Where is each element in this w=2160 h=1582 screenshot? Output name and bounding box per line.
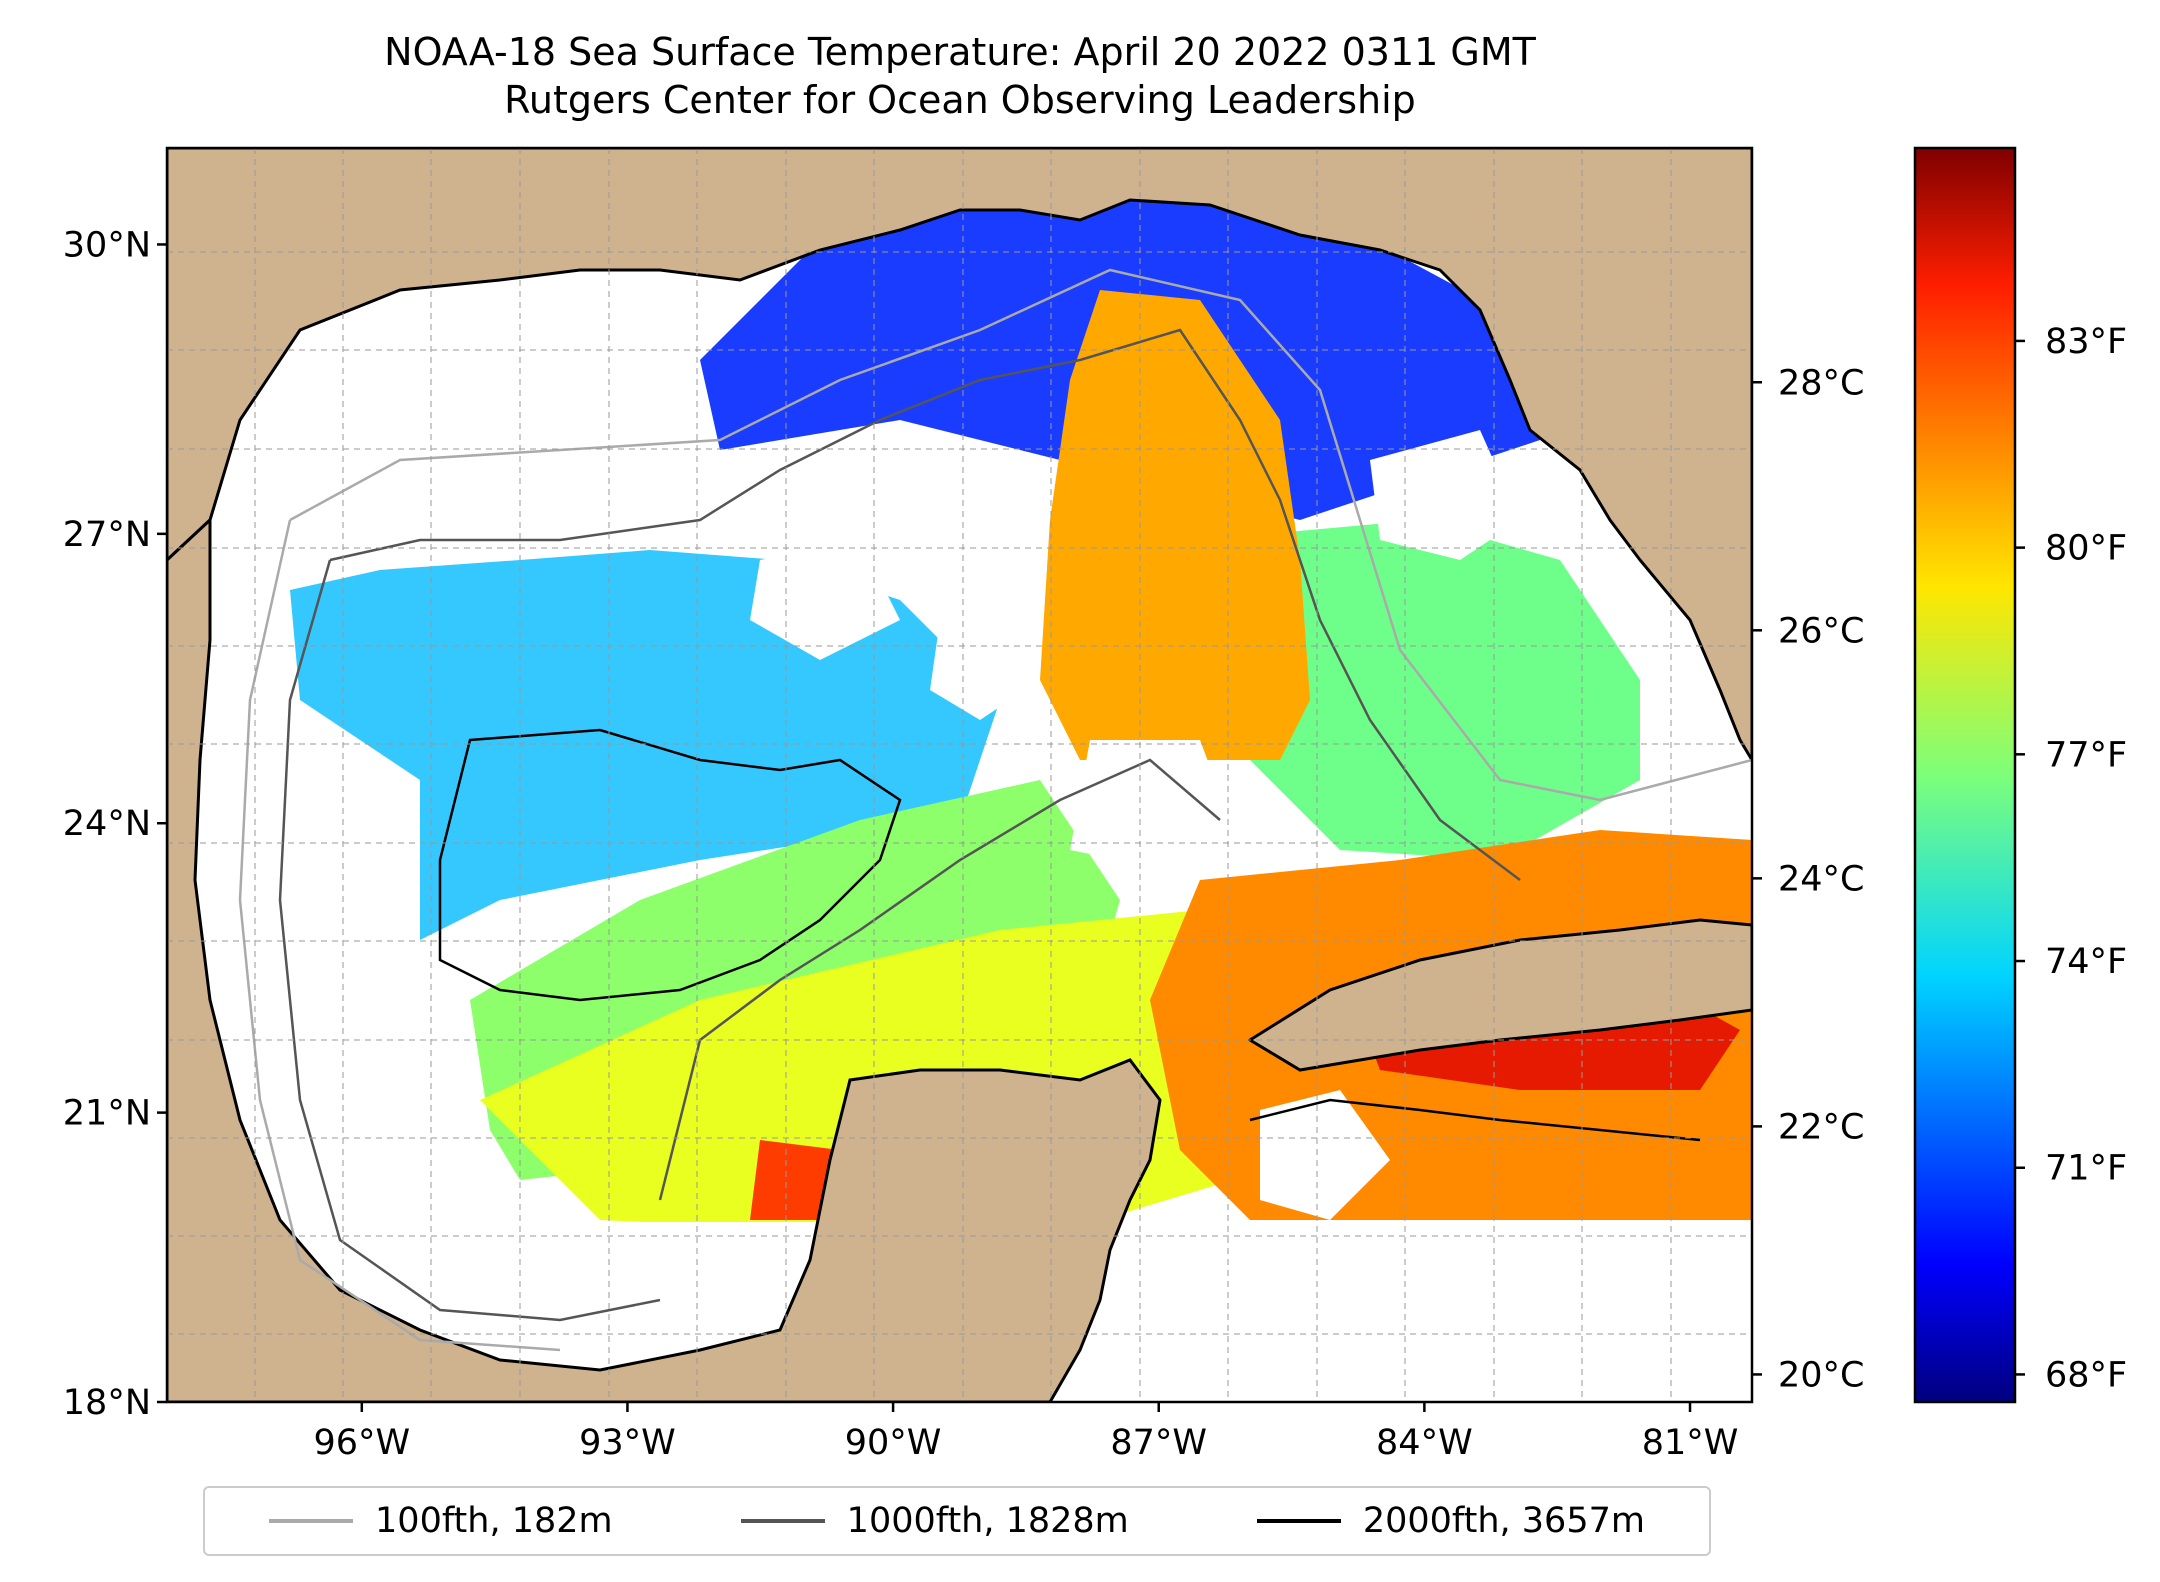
sst-east-green <box>1200 520 1640 860</box>
contour-2000fth <box>1249 1098 1701 1142</box>
map-frame <box>165 146 1754 1404</box>
legend-item-2000fth: 2000fth, 3657m <box>1256 1501 1645 1541</box>
lat-tick-label: 24°N <box>63 804 151 844</box>
colorbar-c-tick-label: 28°C <box>1778 363 1864 403</box>
land-north-coast <box>167 148 1752 763</box>
longitude-axis: 96°W 93°W 90°W 87°W 84°W 81°W <box>313 1402 1738 1463</box>
lon-tick-label: 96°W <box>313 1423 410 1463</box>
colorbar-f-tick-label: 74°F <box>2045 942 2127 982</box>
colorbar-celsius-axis: 28°C 26°C 24°C 22°C 20°C <box>1752 363 1864 1395</box>
contour-1000fth <box>658 758 1221 1201</box>
map-title-line1: NOAA-18 Sea Surface Temperature: April 2… <box>384 30 1536 74</box>
lon-tick-label: 81°W <box>1642 1423 1739 1463</box>
lon-tick-label: 87°W <box>1110 1423 1207 1463</box>
lat-tick-label: 18°N <box>63 1383 151 1423</box>
colorbar-f-tick-label: 83°F <box>2045 322 2127 362</box>
legend-label-100fth: 100fth, 182m <box>375 1501 613 1541</box>
contour-1000fth <box>329 328 1521 881</box>
colorbar-f-tick-label: 80°F <box>2045 529 2127 569</box>
lat-tick-label: 27°N <box>63 515 151 555</box>
colorbar-f-tick-label: 77°F <box>2045 735 2127 775</box>
bathymetry-contours <box>238 268 1752 1352</box>
colorbar-f-tick-label: 71°F <box>2045 1149 2127 1189</box>
map-gridlines <box>167 148 1752 1402</box>
contour-100fth <box>238 519 561 1352</box>
colorbar-f-tick-label: 68°F <box>2045 1355 2127 1395</box>
legend-line-1000fth <box>740 1519 825 1523</box>
colorbar-fahrenheit-axis: 83°F 80°F 77°F 74°F 71°F 68°F <box>2015 322 2127 1395</box>
lat-tick-label: 30°N <box>63 225 151 265</box>
latitude-axis: 30°N 27°N 24°N 21°N 18°N <box>63 225 167 1423</box>
contour-2000fth <box>438 728 902 1002</box>
sst-yucatan-warm <box>750 1140 840 1220</box>
land <box>167 148 1752 1402</box>
lon-tick-label: 90°W <box>845 1423 942 1463</box>
cloud-patch <box>1370 430 1520 560</box>
cloud-patch <box>930 600 1040 720</box>
colorbar-c-tick-label: 26°C <box>1778 611 1864 651</box>
legend-label-2000fth: 2000fth, 3657m <box>1362 1501 1645 1541</box>
contour-100fth <box>289 268 1752 802</box>
land-mexico <box>167 516 1162 1402</box>
lon-tick-label: 93°W <box>579 1423 676 1463</box>
map-title-line2: Rutgers Center for Ocean Observing Leade… <box>504 78 1416 122</box>
colorbar <box>1913 146 2017 1404</box>
colorbar-c-tick-label: 24°C <box>1778 859 1864 899</box>
legend-label-1000fth: 1000fth, 1828m <box>846 1501 1129 1541</box>
cloud-patch <box>1070 740 1230 870</box>
lon-tick-label: 84°W <box>1376 1423 1473 1463</box>
cloud-patch <box>750 540 900 660</box>
sst-loop-current <box>1040 290 1310 760</box>
colorbar-c-tick-label: 22°C <box>1778 1107 1864 1147</box>
legend-line-2000fth <box>1256 1519 1341 1523</box>
lat-tick-label: 21°N <box>63 1094 151 1134</box>
contour-1000fth <box>278 559 661 1322</box>
legend-line-100fth <box>269 1519 354 1523</box>
land-cuba <box>1247 918 1752 1072</box>
bathymetry-legend: 100fth, 182m 1000fth, 1828m 2000fth, 365… <box>203 1486 1711 1556</box>
legend-item-1000fth: 1000fth, 1828m <box>740 1501 1129 1541</box>
cloud-patch <box>1260 1090 1390 1220</box>
colorbar-c-tick-label: 20°C <box>1778 1355 1864 1395</box>
legend-item-100fth: 100fth, 182m <box>269 1501 613 1541</box>
